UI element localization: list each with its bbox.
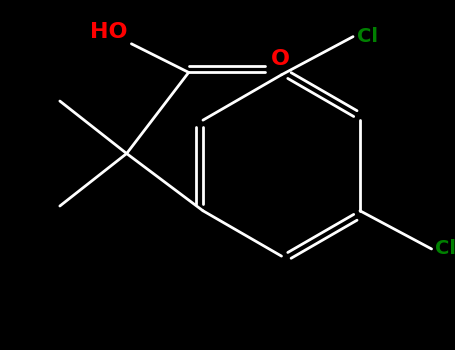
- Text: Cl: Cl: [357, 27, 378, 46]
- Text: Cl: Cl: [435, 239, 455, 258]
- Text: HO: HO: [90, 22, 127, 42]
- Text: O: O: [271, 49, 290, 69]
